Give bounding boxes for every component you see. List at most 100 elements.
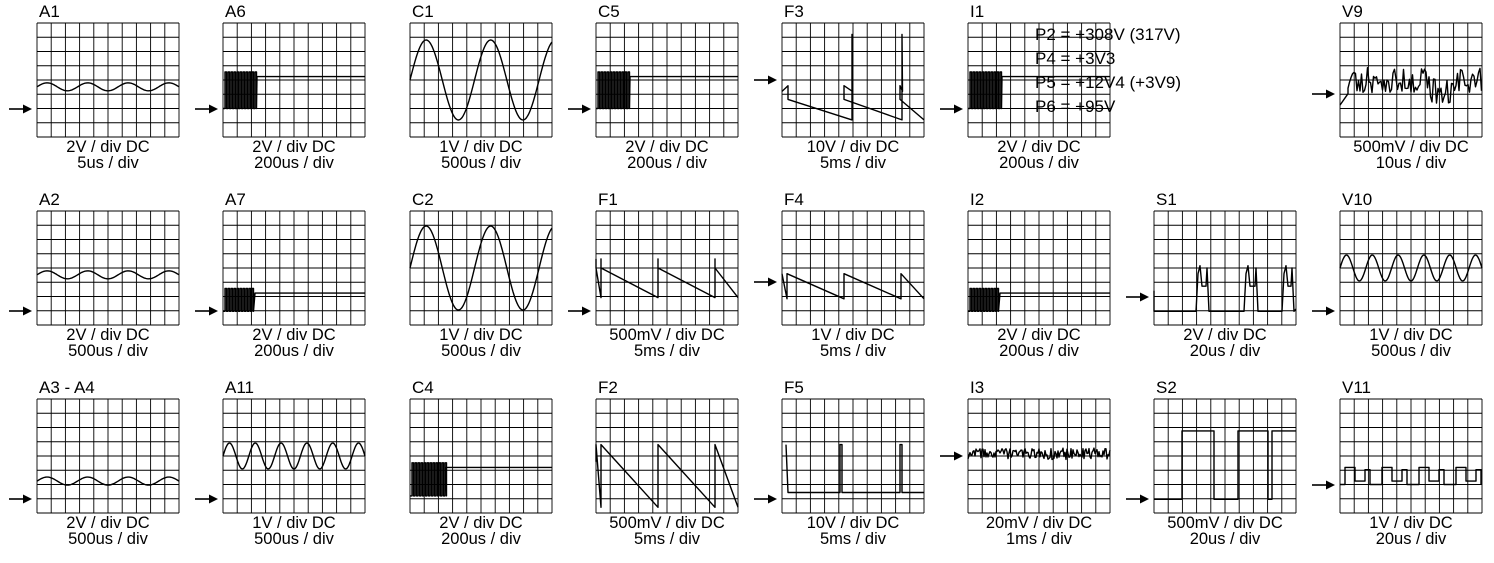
ground-arrow-icon bbox=[9, 104, 32, 113]
volts-per-div: 500mV / div DC bbox=[1167, 514, 1283, 532]
scope-trace bbox=[595, 258, 739, 299]
ground-arrow-icon bbox=[195, 306, 218, 316]
scope-graticule bbox=[36, 398, 180, 514]
scope-panel: A7 2V / div DC 200us / div bbox=[195, 190, 393, 371]
volts-per-div: 2V / div DC bbox=[439, 514, 523, 532]
scope-panel: C1 1V / div DC 500us / div bbox=[409, 2, 580, 183]
scope-screen bbox=[36, 22, 180, 138]
scope-screen bbox=[1153, 398, 1297, 514]
scope-trace bbox=[968, 287, 1110, 312]
ground-arrow-icon bbox=[754, 75, 777, 85]
scope-trace bbox=[1340, 466, 1482, 486]
scope-panel: A3 - A4 2V / div DC 500us / div bbox=[9, 378, 207, 559]
scope-label: C2 bbox=[412, 190, 434, 209]
scope-label: I3 bbox=[970, 378, 985, 397]
scope-label: V9 bbox=[1342, 2, 1363, 21]
scope-label: A1 bbox=[39, 2, 60, 21]
scope-trace bbox=[1154, 430, 1296, 500]
scope-panel: S2 500mV / div DC 20us / div bbox=[1126, 379, 1324, 559]
scope-screen bbox=[1339, 22, 1483, 138]
scope-screen bbox=[595, 210, 739, 326]
scope-screen bbox=[409, 398, 553, 514]
scope-panel: V10 1V / div DC 500us / div bbox=[1312, 190, 1494, 371]
volts-per-div: 2V / div DC bbox=[252, 138, 336, 156]
scope-label: V10 bbox=[1342, 190, 1373, 209]
scope-panel: I3 20mV / div DC 1ms / div bbox=[940, 378, 1138, 559]
scope-trace bbox=[1153, 265, 1297, 312]
scope-screen bbox=[409, 210, 553, 326]
scope-panel: V11 1V / div DC 20us / div bbox=[1312, 379, 1494, 559]
ground-arrow-icon bbox=[1312, 306, 1335, 316]
ground-arrow-icon bbox=[754, 494, 777, 504]
scope-screen bbox=[781, 398, 925, 514]
time-per-div: 500us / div bbox=[441, 342, 521, 360]
scope-graticule bbox=[1153, 398, 1297, 514]
ground-arrow-icon bbox=[754, 277, 777, 287]
scope-trace bbox=[785, 443, 924, 494]
scope-screen bbox=[222, 22, 366, 138]
scope-graticule bbox=[409, 210, 553, 326]
ground-arrow-icon bbox=[1312, 89, 1335, 99]
time-per-div: 20us / div bbox=[1375, 530, 1447, 548]
scope-label: I2 bbox=[970, 190, 985, 209]
scope-label: C5 bbox=[598, 2, 620, 21]
time-per-div: 5ms / div bbox=[819, 530, 887, 548]
scope-graticule bbox=[967, 398, 1111, 514]
scope-trace bbox=[222, 442, 366, 470]
volts-per-div: 1V / div DC bbox=[439, 138, 523, 156]
scope-label: C4 bbox=[412, 378, 434, 397]
volts-per-div: 10V / div DC bbox=[806, 514, 900, 532]
time-per-div: 200us / div bbox=[441, 530, 521, 548]
volts-per-div: 2V / div DC bbox=[66, 514, 150, 532]
scope-graticule bbox=[1339, 210, 1483, 326]
scope-panel: C5 2V / div DC 200us / div bbox=[568, 2, 766, 183]
ground-arrow-icon bbox=[940, 451, 963, 461]
time-per-div: 1ms / div bbox=[1005, 530, 1073, 548]
scope-graticule bbox=[781, 398, 925, 514]
scope-panel: A11 1V / div DC 500us / div bbox=[195, 378, 393, 559]
scope-screen bbox=[967, 22, 1111, 138]
scope-label: A7 bbox=[225, 190, 246, 209]
volts-per-div: 2V / div DC bbox=[252, 326, 336, 344]
scope-trace bbox=[223, 71, 365, 110]
volts-per-div: 2V / div DC bbox=[1183, 326, 1267, 344]
scope-trace bbox=[967, 447, 1111, 461]
scope-label: C1 bbox=[412, 2, 434, 21]
scope-label: A11 bbox=[225, 378, 254, 397]
scope-label: F5 bbox=[784, 378, 804, 397]
time-per-div: 5ms / div bbox=[633, 342, 701, 360]
volts-per-div: 2V / div DC bbox=[625, 138, 709, 156]
time-per-div: 500us / div bbox=[68, 530, 148, 548]
scope-label: A3 - A4 bbox=[39, 378, 95, 397]
scope-trace bbox=[781, 273, 925, 300]
scope-graticule bbox=[409, 398, 553, 514]
scope-panel: V9 500mV / div DC 10us / div bbox=[1312, 2, 1494, 183]
scope-trace bbox=[595, 443, 739, 508]
scope-graticule bbox=[1339, 398, 1483, 514]
scope-screen bbox=[36, 398, 180, 514]
scope-screen bbox=[967, 210, 1111, 326]
scope-panel: F5 10V / div DC 5ms / div bbox=[754, 378, 952, 559]
scope-panel: F3 10V / div DC 5ms / div bbox=[754, 3, 952, 183]
scope-trace bbox=[596, 71, 738, 110]
time-per-div: 500us / div bbox=[1371, 342, 1451, 360]
volts-per-div: 10V / div DC bbox=[806, 138, 900, 156]
time-per-div: 10us / div bbox=[1375, 154, 1447, 172]
time-per-div: 5ms / div bbox=[819, 342, 887, 360]
volts-per-div: 1V / div DC bbox=[439, 326, 523, 344]
time-per-div: 5us / div bbox=[77, 154, 139, 172]
scope-graticule bbox=[595, 398, 739, 514]
scope-graticule bbox=[409, 22, 553, 138]
volts-per-div: 2V / div DC bbox=[66, 138, 150, 156]
scope-screen bbox=[781, 22, 925, 138]
scope-graticule bbox=[36, 22, 180, 138]
scope-panel: F4 1V / div DC 5ms / div bbox=[754, 191, 952, 371]
scope-screen bbox=[36, 210, 180, 326]
scope-graticule bbox=[222, 210, 366, 326]
scope-screen bbox=[595, 22, 739, 138]
time-per-div: 200us / div bbox=[254, 154, 334, 172]
scope-trace bbox=[1339, 67, 1483, 106]
scope-panel: F1 500mV / div DC 5ms / div bbox=[568, 191, 766, 371]
time-per-div: 500us / div bbox=[441, 154, 521, 172]
scope-graticule bbox=[36, 210, 180, 326]
